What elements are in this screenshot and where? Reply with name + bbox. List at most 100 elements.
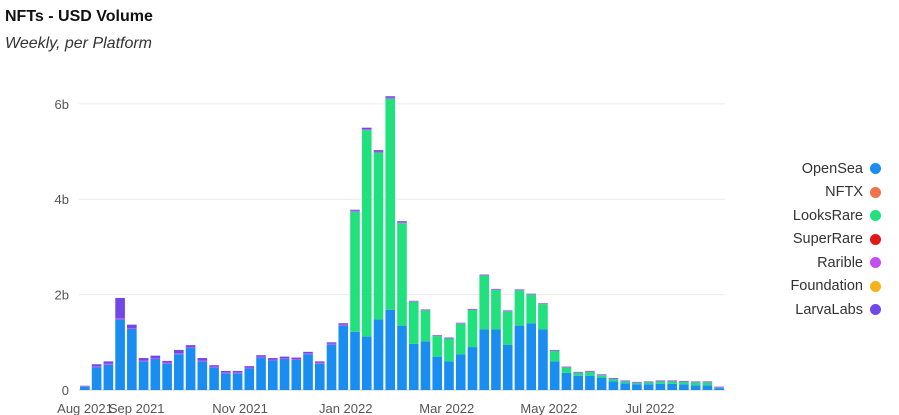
bar-segment-larvalabs — [174, 349, 184, 354]
bar-segment-rarible — [80, 386, 90, 387]
bar-segment-looksrare — [385, 98, 396, 310]
legend-label: LooksRare — [792, 207, 863, 224]
bar-segment-rarible — [244, 367, 255, 369]
bar-segment-larvalabs — [690, 381, 701, 382]
bar-segment-larvalabs — [479, 274, 490, 276]
bar-segment-rarible — [526, 294, 537, 295]
bar-segment-opensea — [455, 354, 466, 390]
bar-segment-opensea — [596, 377, 607, 390]
legend-item-nftx[interactable]: NFTX — [790, 181, 881, 205]
legend-label: SuperRare — [792, 231, 863, 248]
bar-segment-looksrare — [420, 310, 431, 342]
bar-segment-larvalabs — [502, 310, 513, 311]
bar-segment-looksrare — [702, 382, 713, 386]
bar-segment-rarible — [679, 381, 689, 382]
bar-segment-opensea — [209, 367, 219, 390]
legend-item-superrare[interactable]: SuperRare — [790, 228, 881, 252]
bar-segment-rarible — [455, 323, 466, 324]
bar-segment-rarible — [467, 309, 478, 310]
bar-segment-opensea — [549, 361, 560, 390]
bar-segment-larvalabs — [150, 355, 161, 359]
bar-segment-looksrare — [561, 367, 572, 373]
bar-segment-larvalabs — [314, 361, 325, 363]
legend-item-opensea[interactable]: OpenSea — [790, 157, 881, 181]
bar-segment-larvalabs — [162, 360, 172, 363]
bar-segment-opensea — [702, 385, 713, 390]
bar-segment-larvalabs — [361, 127, 372, 130]
bar-segment-larvalabs — [585, 370, 595, 372]
bar-segment-opensea — [538, 329, 548, 390]
bar-segment-rarible — [174, 353, 184, 355]
bar-segment-larvalabs — [702, 381, 713, 382]
x-tick-label: May 2022 — [520, 401, 577, 415]
bar-segment-rarible — [162, 362, 172, 364]
bar-segment-opensea — [608, 381, 619, 390]
bar-segment-rarible — [221, 372, 231, 374]
bar-segment-larvalabs — [197, 358, 208, 361]
bar-segment-larvalabs — [338, 323, 349, 325]
bar-segment-opensea — [385, 309, 396, 390]
legend-item-larvalabs[interactable]: LarvaLabs — [790, 298, 881, 322]
bar-segment-opensea — [526, 323, 537, 390]
bar-segment-larvalabs — [256, 355, 266, 357]
bar-segment-larvalabs — [303, 351, 313, 354]
bar-segment-looksrare — [632, 382, 642, 385]
legend-swatch — [870, 304, 881, 316]
bar-segment-opensea — [690, 385, 701, 390]
chart-legend: OpenSea NFTX LooksRare SuperRare Rarible Foun… — [790, 157, 881, 322]
bar-segment-looksrare — [373, 152, 384, 320]
bar-segment-rarible — [549, 350, 560, 351]
bar-segment-looksrare — [620, 381, 630, 384]
bar-segment-rarible — [385, 97, 396, 99]
bar-segment-opensea — [185, 348, 196, 390]
bar-segment-rarible — [267, 359, 278, 361]
bar-segment-rarible — [561, 367, 572, 368]
chart-title: NFTs - USD Volume — [5, 8, 153, 25]
chart-subtitle: Weekly, per Platform — [5, 35, 153, 52]
bar-segment-opensea — [667, 383, 677, 390]
bar-segment-larvalabs — [91, 364, 102, 367]
x-tick-label: Sep 2021 — [109, 401, 165, 415]
bar-segment-opensea — [561, 372, 572, 390]
bar-segment-larvalabs — [373, 150, 384, 152]
bar-segment-opensea — [397, 325, 407, 390]
bar-segment-looksrare — [690, 382, 701, 386]
legend-item-looksrare[interactable]: LooksRare — [790, 204, 881, 228]
legend-swatch — [870, 233, 881, 245]
bar-segment-opensea — [244, 368, 255, 390]
bar-segment-opensea — [467, 347, 478, 390]
bar-segment-looksrare — [455, 323, 466, 355]
bar-segment-larvalabs — [444, 337, 454, 339]
bar-segment-opensea — [127, 328, 137, 390]
bar-segment-rarible — [91, 366, 102, 368]
bar-segment-larvalabs — [620, 380, 630, 381]
legend-item-foundation[interactable]: Foundation — [790, 275, 881, 299]
bar-segment-larvalabs — [385, 96, 396, 98]
bar-segment-rarible — [514, 289, 525, 291]
bar-segment-rarible — [361, 129, 372, 131]
bar-segment-rarible — [585, 371, 595, 372]
legend-item-rarible[interactable]: Rarible — [790, 251, 881, 275]
bar-segment-opensea — [103, 364, 114, 390]
bar-segment-looksrare — [526, 294, 537, 324]
x-tick-label: Mar 2022 — [419, 401, 474, 415]
bar-segment-looksrare — [667, 381, 677, 384]
bar-segment-opensea — [138, 361, 149, 390]
bar-segment-larvalabs — [573, 371, 583, 373]
legend-label: LarvaLabs — [795, 301, 863, 318]
bar-segment-looksrare — [350, 211, 360, 332]
bar-segment-larvalabs — [538, 303, 548, 304]
bar-segment-rarible — [608, 378, 619, 380]
bar-segment-looksrare — [361, 130, 372, 337]
legend-label: OpenSea — [801, 160, 863, 177]
bar-segment-opensea — [679, 384, 689, 390]
bar-segment-opensea — [585, 375, 595, 390]
bar-segment-opensea — [256, 357, 266, 390]
bar-segment-opensea — [361, 336, 372, 390]
bar-segment-opensea — [502, 344, 513, 390]
bar-segment-larvalabs — [103, 361, 114, 364]
bar-segment-rarible — [620, 380, 630, 382]
bar-segment-rarible — [350, 210, 360, 212]
bar-segment-larvalabs — [115, 297, 125, 318]
bar-segment-opensea — [279, 359, 290, 390]
